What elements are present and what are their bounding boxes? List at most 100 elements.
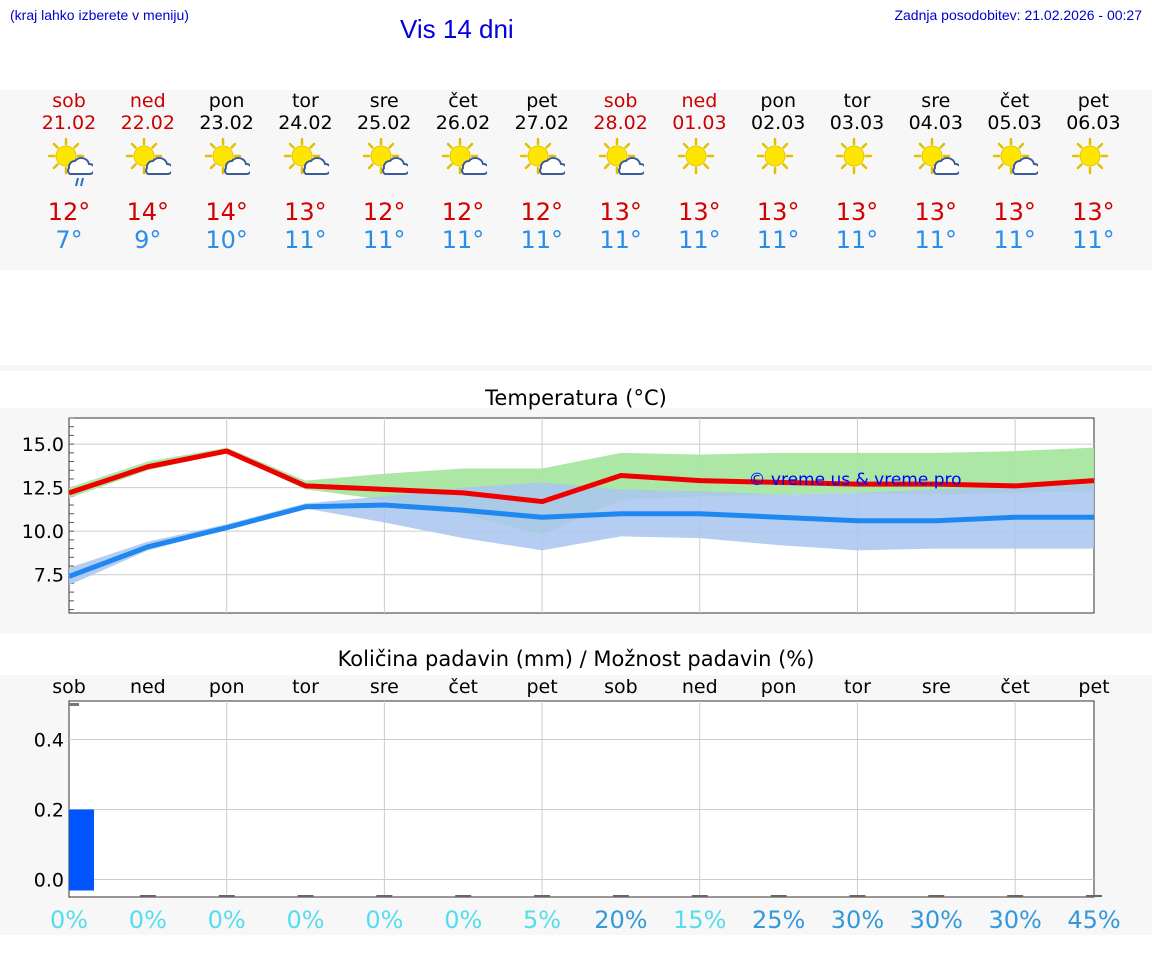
day-name: pon xyxy=(208,90,245,112)
day-column: čet 26.02 12° 11° xyxy=(424,90,503,265)
day-name: pet xyxy=(526,90,558,112)
min-temperature: 11° xyxy=(1072,226,1115,254)
watermark: © vreme.us & vreme.pro xyxy=(748,470,961,490)
max-temperature: 12° xyxy=(362,198,406,226)
day-date: 25.02 xyxy=(356,112,412,134)
blank-area xyxy=(0,270,1152,365)
day-date: 27.02 xyxy=(514,112,569,134)
sun-cloud-icon xyxy=(913,137,962,188)
max-temperature: 13° xyxy=(599,198,642,226)
sun-cloud-rain-icon xyxy=(47,137,96,188)
day-axis-label: pon xyxy=(761,676,797,698)
forecast-strip xyxy=(0,90,1152,270)
max-temperature: 13° xyxy=(914,198,958,226)
precipitation-probability: 0% xyxy=(286,906,324,934)
sun-icon xyxy=(756,137,802,188)
min-temperature-line xyxy=(68,502,1094,579)
day-name: pon xyxy=(760,90,797,112)
day-column: sob 28.02 13° 11° xyxy=(581,90,660,265)
day-axis-label: sob xyxy=(52,676,86,698)
day-column: sre 04.03 13° 11° xyxy=(896,90,975,265)
precipitation-probability: 45% xyxy=(1067,906,1120,934)
day-column: sre 25.02 12° 11° xyxy=(345,90,424,265)
max-temperature: 13° xyxy=(284,198,327,226)
day-column: pon 23.02 14° 10° xyxy=(187,90,266,265)
min-temperature: 11° xyxy=(835,226,879,254)
sun-cloud-icon xyxy=(362,137,411,188)
precipitation-probability: 0% xyxy=(129,906,167,934)
location-hint: (kraj lahko izberete v meniju) xyxy=(10,7,189,23)
last-update-text: Zadnja posodobitev: 21.02.2026 - 00:27 xyxy=(894,7,1142,23)
day-axis-label: ned xyxy=(682,676,718,698)
day-name: sre xyxy=(369,90,399,112)
day-name: čet xyxy=(448,90,478,112)
day-axis-label: tor xyxy=(292,676,319,698)
sun-icon xyxy=(835,137,881,188)
precipitation-probability: 25% xyxy=(752,906,805,934)
day-name: ned xyxy=(681,90,718,112)
page-title: Vis 14 dni xyxy=(400,14,514,44)
day-axis-label: čet xyxy=(1000,676,1030,698)
precipitation-probability: 5% xyxy=(523,906,561,934)
y-tick-label: 0.2 xyxy=(34,800,64,822)
day-column: pet 06.03 13° 11° xyxy=(1054,90,1133,265)
min-temperature: 11° xyxy=(756,226,800,254)
sun-cloud-icon xyxy=(992,137,1041,188)
precipitation-probability: 0% xyxy=(50,906,88,934)
day-date: 21.02 xyxy=(41,112,97,134)
y-tick-label: 12.5 xyxy=(22,478,64,500)
day-column: ned 01.03 13° 11° xyxy=(660,90,739,265)
min-temperature: 9° xyxy=(134,226,162,254)
day-date: 26.02 xyxy=(435,112,491,134)
temperature-chart: 7.5 10.0 12.5 15.0 © vreme.us & vreme.pro xyxy=(22,417,1095,614)
day-axis-label: sre xyxy=(922,676,951,698)
sun-cloud-icon xyxy=(283,137,332,188)
day-name: sre xyxy=(921,90,951,112)
day-axis-label: pet xyxy=(1078,676,1109,698)
day-date: 01.03 xyxy=(672,112,727,134)
min-temperature: 11° xyxy=(284,226,327,254)
y-tick-label: 15.0 xyxy=(22,434,64,456)
day-date: 06.03 xyxy=(1066,112,1121,134)
day-axis-label: pon xyxy=(209,676,245,698)
day-name: tor xyxy=(291,90,319,112)
plot-area xyxy=(68,700,1095,898)
sun-cloud-icon xyxy=(598,137,647,188)
day-column: sob 21.02 12° 7° xyxy=(30,90,109,265)
max-temperature: 14° xyxy=(205,198,248,226)
max-temperature: 13° xyxy=(835,198,879,226)
sun-icon xyxy=(1071,137,1117,188)
day-date: 05.03 xyxy=(987,112,1042,134)
day-column: pon 02.03 13° 11° xyxy=(739,90,818,265)
precipitation-probability: 0% xyxy=(208,906,246,934)
day-name: sob xyxy=(52,90,86,112)
day-column: tor 24.02 13° 11° xyxy=(266,90,345,265)
min-temperature: 11° xyxy=(914,226,958,254)
precipitation-probability: 30% xyxy=(910,906,963,934)
day-axis-label: sob xyxy=(604,676,638,698)
day-axis-label: čet xyxy=(448,676,478,698)
max-temperature: 13° xyxy=(678,198,721,226)
day-date: 23.02 xyxy=(199,112,254,134)
precipitation-chart: sob ned pon tor sre čet pet sob ned pon tor sre čet p… xyxy=(34,676,1121,934)
y-tick-label: 0.4 xyxy=(34,730,64,752)
day-axis-label: tor xyxy=(844,676,871,698)
precipitation-probability: 0% xyxy=(365,906,403,934)
day-column: čet 05.03 13° 11° xyxy=(975,90,1054,265)
y-tick-label: 10.0 xyxy=(22,521,64,543)
day-name: sob xyxy=(603,90,638,112)
max-temperature: 12° xyxy=(520,198,564,226)
min-temperature: 11° xyxy=(993,226,1036,254)
min-temperature: 11° xyxy=(520,226,564,254)
precipitation-probability: 30% xyxy=(988,906,1041,934)
day-date: 02.03 xyxy=(750,112,806,134)
day-column: tor 03.03 13° 11° xyxy=(818,90,897,265)
min-temperature: 11° xyxy=(678,226,721,254)
day-date: 22.02 xyxy=(120,112,175,134)
max-temperature: 14° xyxy=(126,198,170,226)
day-column: pet 27.02 12° 11° xyxy=(502,90,581,265)
min-temperature: 7° xyxy=(55,226,83,254)
precipitation-probability: 15% xyxy=(673,906,726,934)
y-tick-label: 0.0 xyxy=(34,870,64,892)
separator xyxy=(0,365,1152,371)
